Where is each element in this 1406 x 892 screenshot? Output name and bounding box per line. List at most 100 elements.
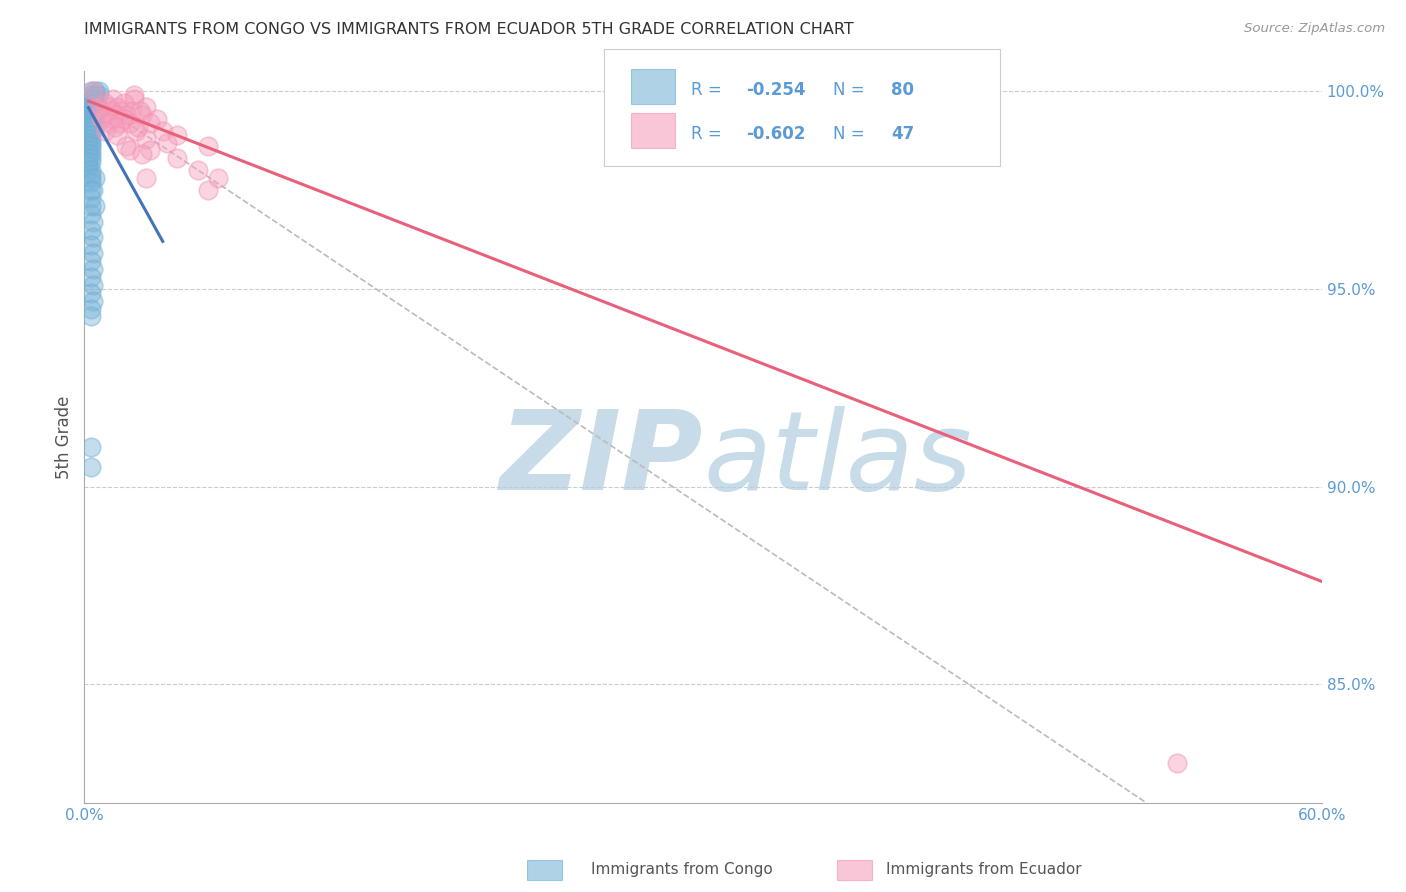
- Point: [79, 440, 101, 454]
- Point: [87, 88, 110, 103]
- Point: [77, 116, 100, 130]
- Point: [105, 108, 128, 122]
- Point: [79, 152, 101, 166]
- Point: [197, 139, 219, 153]
- Y-axis label: 5th Grade: 5th Grade: [55, 395, 73, 479]
- Point: [79, 285, 101, 300]
- Point: [94, 95, 117, 110]
- Point: [82, 84, 104, 98]
- Point: [108, 116, 131, 130]
- Point: [94, 123, 117, 137]
- Point: [79, 120, 101, 134]
- Text: Source: ZipAtlas.com: Source: ZipAtlas.com: [1244, 22, 1385, 36]
- FancyBboxPatch shape: [605, 49, 1000, 167]
- Point: [82, 277, 104, 292]
- Point: [83, 108, 105, 122]
- Point: [77, 136, 100, 150]
- Point: [125, 123, 148, 137]
- Point: [82, 214, 104, 228]
- Point: [79, 269, 101, 284]
- Point: [77, 112, 100, 126]
- Point: [79, 199, 101, 213]
- Point: [166, 152, 188, 166]
- Point: [79, 167, 101, 181]
- Point: [79, 222, 101, 236]
- Point: [187, 163, 209, 178]
- Point: [79, 163, 101, 178]
- Point: [83, 112, 105, 126]
- Point: [121, 103, 143, 118]
- Point: [82, 230, 104, 244]
- Point: [98, 100, 121, 114]
- Point: [86, 103, 108, 118]
- Point: [77, 147, 100, 161]
- Point: [77, 103, 100, 118]
- Point: [118, 144, 141, 158]
- Point: [114, 139, 136, 153]
- Point: [156, 136, 179, 150]
- Point: [131, 108, 153, 122]
- Point: [77, 95, 100, 110]
- Point: [79, 123, 101, 137]
- Point: [79, 301, 101, 316]
- Point: [104, 120, 127, 134]
- Point: [100, 103, 122, 118]
- Point: [77, 123, 100, 137]
- Text: Immigrants from Congo: Immigrants from Congo: [591, 863, 772, 877]
- Point: [105, 128, 128, 142]
- Point: [79, 136, 101, 150]
- Point: [110, 103, 132, 118]
- Point: [166, 128, 188, 142]
- Point: [87, 84, 110, 98]
- Point: [79, 191, 101, 205]
- Point: [131, 147, 153, 161]
- Point: [135, 100, 157, 114]
- Point: [112, 95, 135, 110]
- Point: [139, 144, 162, 158]
- Point: [207, 171, 229, 186]
- Point: [77, 139, 100, 153]
- Text: 47: 47: [891, 125, 914, 143]
- Point: [79, 175, 101, 189]
- Point: [103, 92, 125, 106]
- Point: [98, 116, 121, 130]
- Point: [79, 183, 101, 197]
- Point: [94, 108, 117, 122]
- Point: [82, 262, 104, 277]
- Point: [79, 84, 101, 98]
- Text: Immigrants from Ecuador: Immigrants from Ecuador: [886, 863, 1081, 877]
- Point: [79, 207, 101, 221]
- Text: -0.602: -0.602: [747, 125, 806, 143]
- Point: [83, 199, 105, 213]
- Point: [82, 100, 104, 114]
- Point: [83, 116, 105, 130]
- Point: [79, 155, 101, 169]
- Point: [82, 112, 104, 126]
- Point: [1166, 756, 1188, 771]
- Point: [79, 144, 101, 158]
- Point: [90, 103, 112, 118]
- Point: [135, 171, 157, 186]
- Point: [79, 238, 101, 252]
- Point: [82, 246, 104, 260]
- Point: [77, 159, 100, 173]
- Point: [83, 120, 105, 134]
- Point: [77, 155, 100, 169]
- Point: [77, 128, 100, 142]
- Point: [79, 171, 101, 186]
- Point: [112, 112, 135, 126]
- Text: R =: R =: [690, 125, 727, 143]
- Point: [86, 100, 108, 114]
- Text: IMMIGRANTS FROM CONGO VS IMMIGRANTS FROM ECUADOR 5TH GRADE CORRELATION CHART: IMMIGRANTS FROM CONGO VS IMMIGRANTS FROM…: [84, 22, 853, 37]
- Point: [79, 459, 101, 474]
- Point: [118, 116, 141, 130]
- FancyBboxPatch shape: [631, 70, 675, 104]
- Point: [83, 84, 105, 98]
- Point: [86, 95, 108, 110]
- Point: [77, 100, 100, 114]
- Point: [77, 108, 100, 122]
- Point: [79, 92, 101, 106]
- FancyBboxPatch shape: [631, 113, 675, 148]
- Text: N =: N =: [832, 80, 870, 99]
- Text: N =: N =: [832, 125, 870, 143]
